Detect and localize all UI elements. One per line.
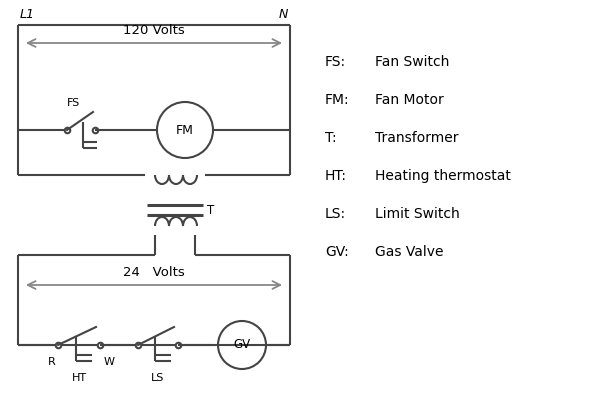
Text: Fan Switch: Fan Switch <box>375 55 450 69</box>
Text: R: R <box>48 357 56 367</box>
Text: GV: GV <box>234 338 251 352</box>
Text: HT:: HT: <box>325 169 347 183</box>
Text: L1: L1 <box>20 8 35 21</box>
Text: T:: T: <box>325 131 337 145</box>
Text: Heating thermostat: Heating thermostat <box>375 169 511 183</box>
Text: FS:: FS: <box>325 55 346 69</box>
Text: 24   Volts: 24 Volts <box>123 266 185 279</box>
Text: 120 Volts: 120 Volts <box>123 24 185 37</box>
Text: FM:: FM: <box>325 93 350 107</box>
Text: Fan Motor: Fan Motor <box>375 93 444 107</box>
Text: T: T <box>207 204 214 216</box>
Text: HT: HT <box>71 373 87 383</box>
Text: N: N <box>278 8 288 21</box>
Text: Limit Switch: Limit Switch <box>375 207 460 221</box>
Text: LS:: LS: <box>325 207 346 221</box>
Text: LS: LS <box>151 373 165 383</box>
Text: FM: FM <box>176 124 194 136</box>
Text: W: W <box>104 357 115 367</box>
Text: Transformer: Transformer <box>375 131 458 145</box>
Text: FS: FS <box>67 98 80 108</box>
Text: Gas Valve: Gas Valve <box>375 245 444 259</box>
Text: GV:: GV: <box>325 245 349 259</box>
